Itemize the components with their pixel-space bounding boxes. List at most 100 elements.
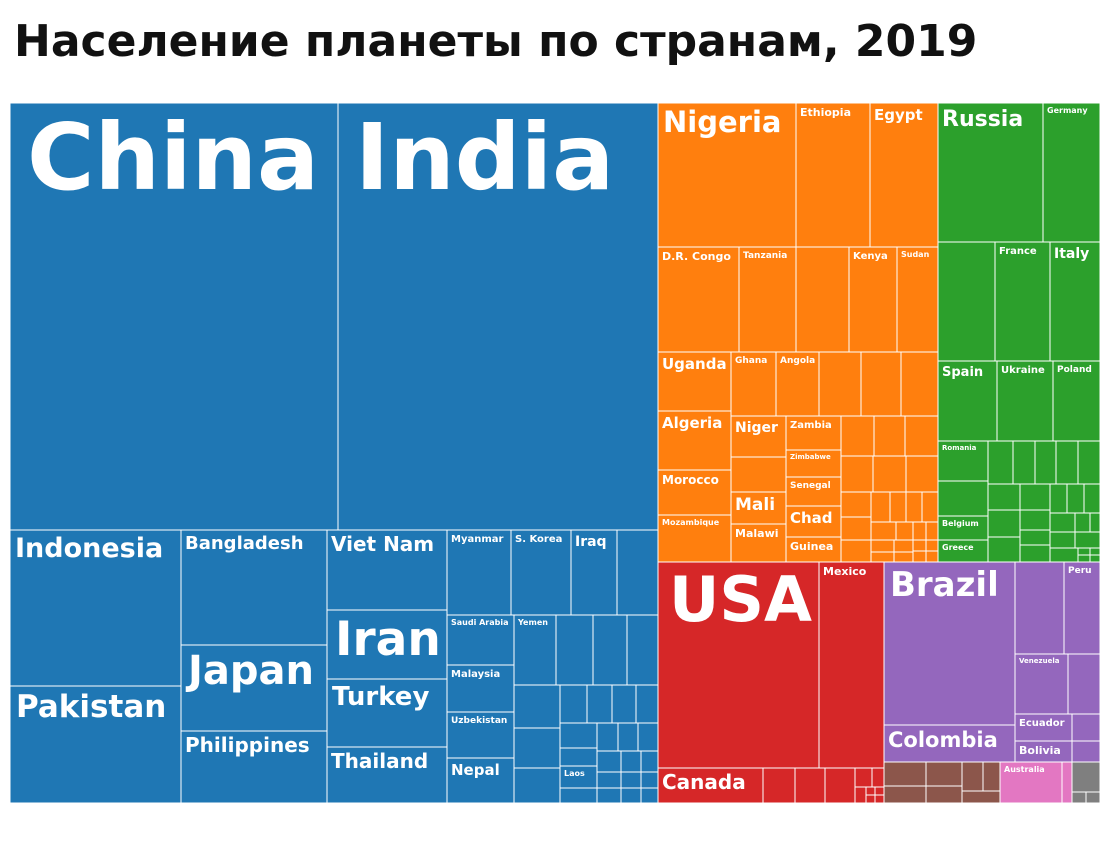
treemap-cell-china	[9, 102, 339, 531]
treemap-cell-kenya	[848, 246, 898, 353]
treemap-label-uganda: Uganda	[662, 355, 727, 373]
treemap-label-ethiopia: Ethiopia	[800, 106, 851, 119]
treemap-cell-senegal	[785, 476, 842, 507]
treemap-cell-asia-26	[640, 787, 659, 804]
treemap-cell-north-america-84	[762, 767, 796, 804]
treemap-label-russia: Russia	[942, 107, 1023, 132]
treemap-label-zambia: Zambia	[790, 420, 832, 431]
treemap-cell-niger	[730, 415, 787, 458]
treemap-cell-indonesia	[9, 529, 182, 687]
treemap-label-canada: Canada	[662, 770, 746, 794]
treemap-cell-africa-52	[893, 551, 914, 563]
chart-title: Население планеты по странам, 2019	[14, 16, 978, 67]
treemap-label-senegal: Senegal	[790, 481, 831, 491]
treemap-cell-europe-83	[1089, 554, 1101, 563]
treemap-cell-europe-57	[937, 241, 996, 362]
treemap-label-mali: Mali	[735, 495, 775, 515]
treemap-label-chad: Chad	[790, 509, 833, 527]
treemap-label-ghana: Ghana	[735, 356, 767, 366]
treemap-cell-other-gray-108	[1085, 791, 1101, 804]
treemap-cell-tanzania	[738, 246, 797, 353]
treemap-cell-europe-63	[937, 480, 989, 517]
treemap-cell-africa-51	[893, 539, 914, 553]
treemap-cell-saudi-arabia	[446, 614, 515, 666]
treemap-cell-africa-43	[840, 516, 872, 541]
treemap-cell-europe-62	[1077, 440, 1101, 485]
treemap-label-colombia: Colombia	[888, 728, 998, 752]
treemap-cell-europe-77	[1049, 531, 1076, 549]
treemap-label-france: France	[999, 246, 1037, 257]
treemap-cell-malaysia	[446, 664, 515, 713]
treemap-cell-india	[337, 102, 659, 531]
treemap-cell-asia-15	[596, 722, 619, 752]
treemap-cell-asia-4	[626, 614, 659, 686]
treemap-cell-asia-24	[596, 787, 622, 804]
treemap-cell-asia-7	[513, 767, 561, 804]
treemap-label-italy: Italy	[1054, 246, 1089, 262]
treemap-cell-europe-66	[1049, 483, 1068, 514]
treemap-cell-viet-nam	[326, 529, 448, 611]
treemap-cell-belgium	[937, 515, 989, 541]
treemap-cell-ghana	[730, 351, 777, 417]
treemap-cell-asia-8	[559, 684, 588, 724]
treemap-cell-africa-36	[872, 455, 907, 493]
treemap-cell-europe-69	[987, 509, 1021, 538]
treemap-cell-brazil	[883, 561, 1016, 726]
treemap-cell-asia-22	[620, 771, 642, 789]
treemap-label-niger: Niger	[735, 420, 778, 436]
treemap-cell-asia-5	[513, 684, 561, 729]
treemap-cell-other-brown-100	[961, 761, 984, 792]
treemap-cell-italy	[1049, 241, 1101, 362]
treemap-cell-oceania-105	[1061, 761, 1073, 804]
treemap-cell-africa-40	[889, 491, 907, 523]
treemap-cell-europe-75	[1019, 529, 1051, 546]
treemap-cell-other-brown-104	[961, 790, 1001, 804]
treemap-cell-africa-29	[860, 351, 902, 417]
treemap-cell-africa-45	[870, 521, 897, 541]
treemap-cell-africa-39	[870, 491, 891, 523]
treemap-cell-north-america-85	[794, 767, 826, 804]
treemap-cell-asia-10	[611, 684, 637, 724]
treemap-cell-angola	[775, 351, 820, 417]
treemap-cell-asia-12	[559, 722, 598, 749]
treemap-cell-north-america-87	[854, 767, 873, 788]
treemap-cell-peru	[1063, 561, 1101, 655]
treemap-cell-africa-49	[870, 539, 895, 553]
treemap-cell-europe-67	[1066, 483, 1085, 514]
treemap-label-guinea: Guinea	[790, 540, 833, 553]
treemap-label-angola: Angola	[780, 356, 815, 366]
treemap-label-nepal: Nepal	[451, 761, 500, 779]
treemap-cell-philippines	[180, 730, 328, 804]
treemap-cell-asia-2	[555, 614, 594, 686]
treemap-cell-usa	[657, 561, 820, 769]
treemap-cell-other-brown-98	[883, 761, 927, 787]
treemap-cell-morocco	[657, 469, 732, 516]
treemap-cell-africa-47	[912, 521, 927, 541]
treemap-cell-europe-70	[1019, 509, 1051, 531]
treemap-cell-mexico	[818, 561, 885, 769]
treemap-cell-other-gray-106	[1071, 761, 1101, 793]
treemap-cell-romania	[937, 440, 989, 482]
treemap-cell-north-america-92	[865, 794, 876, 804]
treemap-label-germany: Germany	[1047, 106, 1088, 115]
treemap-cell-north-america-90	[865, 786, 876, 796]
treemap-cell-africa-44	[840, 539, 872, 563]
treemap-cell-south-america-95	[1067, 653, 1101, 715]
treemap-cell-europe-59	[1012, 440, 1036, 485]
treemap-cell-zimbabwe	[785, 449, 842, 478]
treemap-label-mozambique: Mozambique	[662, 518, 720, 527]
treemap-cell-europe-78	[1074, 531, 1101, 549]
treemap-cell-africa-53	[912, 539, 927, 552]
treemap-cell-africa-46	[895, 521, 914, 541]
treemap-cell-asia-18	[596, 750, 622, 773]
treemap-label-philippines: Philippines	[185, 733, 310, 757]
treemap-label-romania: Romania	[942, 444, 977, 452]
treemap-label-greece: Greece	[942, 543, 974, 552]
treemap-cell-sudan	[896, 246, 939, 353]
treemap-label-usa: USA	[669, 563, 812, 636]
treemap-cell-north-america-88	[871, 767, 885, 788]
treemap-cell-russia	[937, 102, 1044, 243]
treemap-cell-africa-34	[904, 415, 939, 457]
treemap-cell-asia-25	[620, 787, 642, 804]
treemap-cell-south-america-96	[1071, 713, 1101, 742]
